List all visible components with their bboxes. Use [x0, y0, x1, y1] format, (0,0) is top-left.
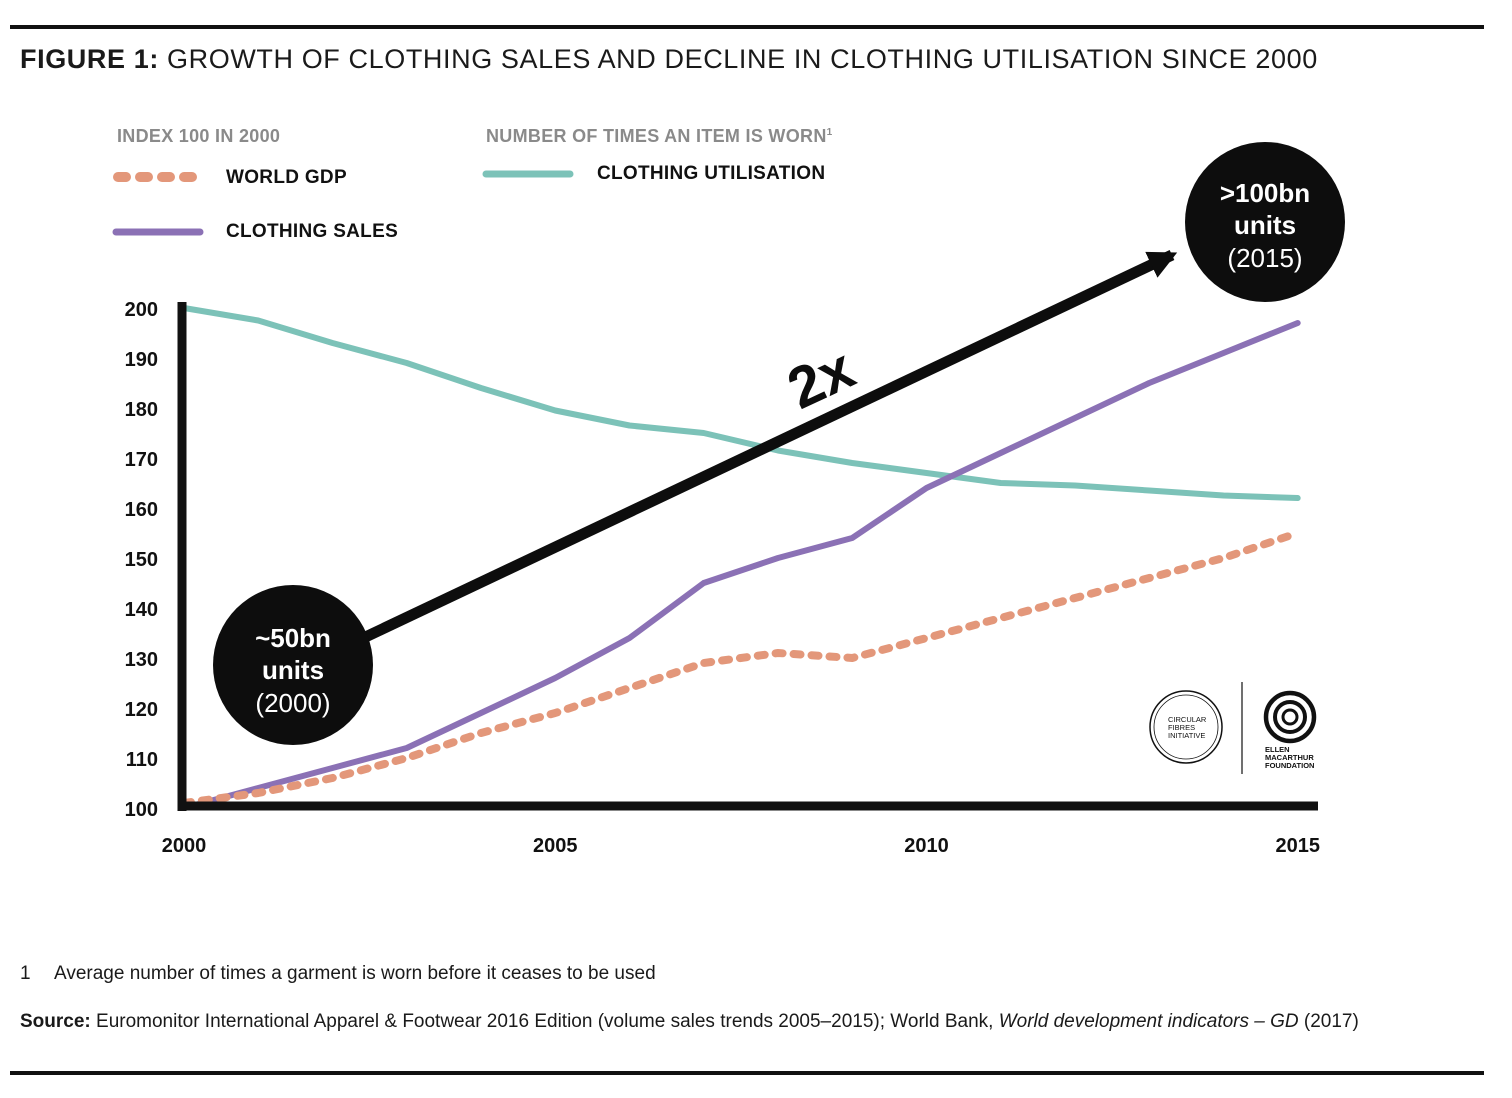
footnote: 1 Average number of times a garment is wo…: [20, 963, 656, 985]
annotation-start-circle: [213, 585, 373, 745]
annotation-end-line3: (2015): [1227, 243, 1302, 273]
annotation-start-line2: units: [262, 655, 324, 685]
figure-label: FIGURE 1:: [20, 44, 159, 74]
annotation-start-line1: ~50bn: [255, 623, 331, 653]
emf-logo: ELLEN MACARTHUR FOUNDATION: [1263, 690, 1317, 770]
y-tick-label: 170: [125, 449, 158, 471]
source-italic: World development indicators – GD: [998, 1011, 1299, 1032]
x-tick-label: 2000: [162, 835, 207, 857]
legend-label-sales: CLOTHING SALES: [226, 221, 399, 242]
footnote-marker: 1: [826, 127, 833, 138]
y-tick-label: 100: [125, 799, 158, 821]
y-tick-label: 200: [125, 299, 158, 321]
top-rule: [10, 25, 1484, 29]
annotation-end-line1: >100bn: [1220, 178, 1310, 208]
emf-logo-text-2: MACARTHUR: [1265, 753, 1314, 762]
source-text-1: Euromonitor International Apparel & Foot…: [90, 1011, 999, 1032]
y-tick-label: 160: [125, 499, 158, 521]
x-tick-label: 2005: [533, 835, 578, 857]
legend-swatch-utilisation: [482, 170, 574, 178]
legend-heading-index: INDEX 100 IN 2000: [117, 126, 281, 146]
legend-swatch-gdp: [113, 172, 203, 182]
y-tick-label: 130: [125, 649, 158, 671]
cfi-logo: CIRCULAR FIBRES INITIATIVE: [1149, 690, 1223, 764]
annotation-start-line3: (2000): [255, 688, 330, 718]
cfi-logo-text-1: CIRCULAR: [1168, 715, 1207, 724]
annotation-end-line2: units: [1234, 210, 1296, 240]
y-axis-ticks: 100 110 120 130 140 150 160 170 180 190 200: [125, 299, 158, 821]
footnote-text: Average number of times a garment is wor…: [54, 963, 656, 984]
x-tick-label: 2010: [904, 835, 949, 857]
y-tick-label: 190: [125, 349, 158, 371]
y-tick-label: 140: [125, 599, 158, 621]
source-label: Source:: [20, 1011, 91, 1032]
x-tick-label: 2015: [1275, 835, 1320, 857]
y-tick-label: 150: [125, 549, 158, 571]
series-group: [180, 305, 1302, 811]
legend-label-utilisation: CLOTHING UTILISATION: [597, 163, 826, 184]
emf-logo-text-3: FOUNDATION: [1265, 761, 1314, 770]
figure-title: FIGURE 1: GROWTH OF CLOTHING SALES AND D…: [20, 44, 1318, 75]
y-tick-label: 110: [126, 749, 158, 771]
bottom-rule: [10, 1071, 1484, 1075]
source-note: Source: Euromonitor International Appare…: [20, 1008, 1480, 1035]
legend-swatch-sales: [112, 228, 204, 236]
annotation-end-circle: [1185, 142, 1345, 302]
growth-arrow: [297, 250, 1178, 673]
legend-label-gdp: WORLD GDP: [226, 167, 347, 188]
legend-heading-times-worn: NUMBER OF TIMES AN ITEM IS WORN1: [486, 126, 833, 146]
series-line-clothing-utilisation: [181, 305, 1301, 501]
cfi-logo-text-2: FIBRES: [1168, 723, 1195, 732]
series-line-world-gdp: [180, 529, 1302, 807]
emf-logo-text-1: ELLEN: [1265, 745, 1290, 754]
source-text-2: (2017): [1298, 1011, 1359, 1032]
footnote-number: 1: [20, 963, 31, 984]
y-tick-label: 120: [125, 699, 158, 721]
series-line-clothing-sales: [181, 320, 1301, 811]
figure-title-text: GROWTH OF CLOTHING SALES AND DECLINE IN …: [167, 44, 1318, 74]
y-tick-label: 180: [125, 399, 158, 421]
cfi-logo-text-3: INITIATIVE: [1168, 731, 1205, 740]
x-axis-ticks: 2000 2005 2010 2015: [162, 835, 1320, 857]
